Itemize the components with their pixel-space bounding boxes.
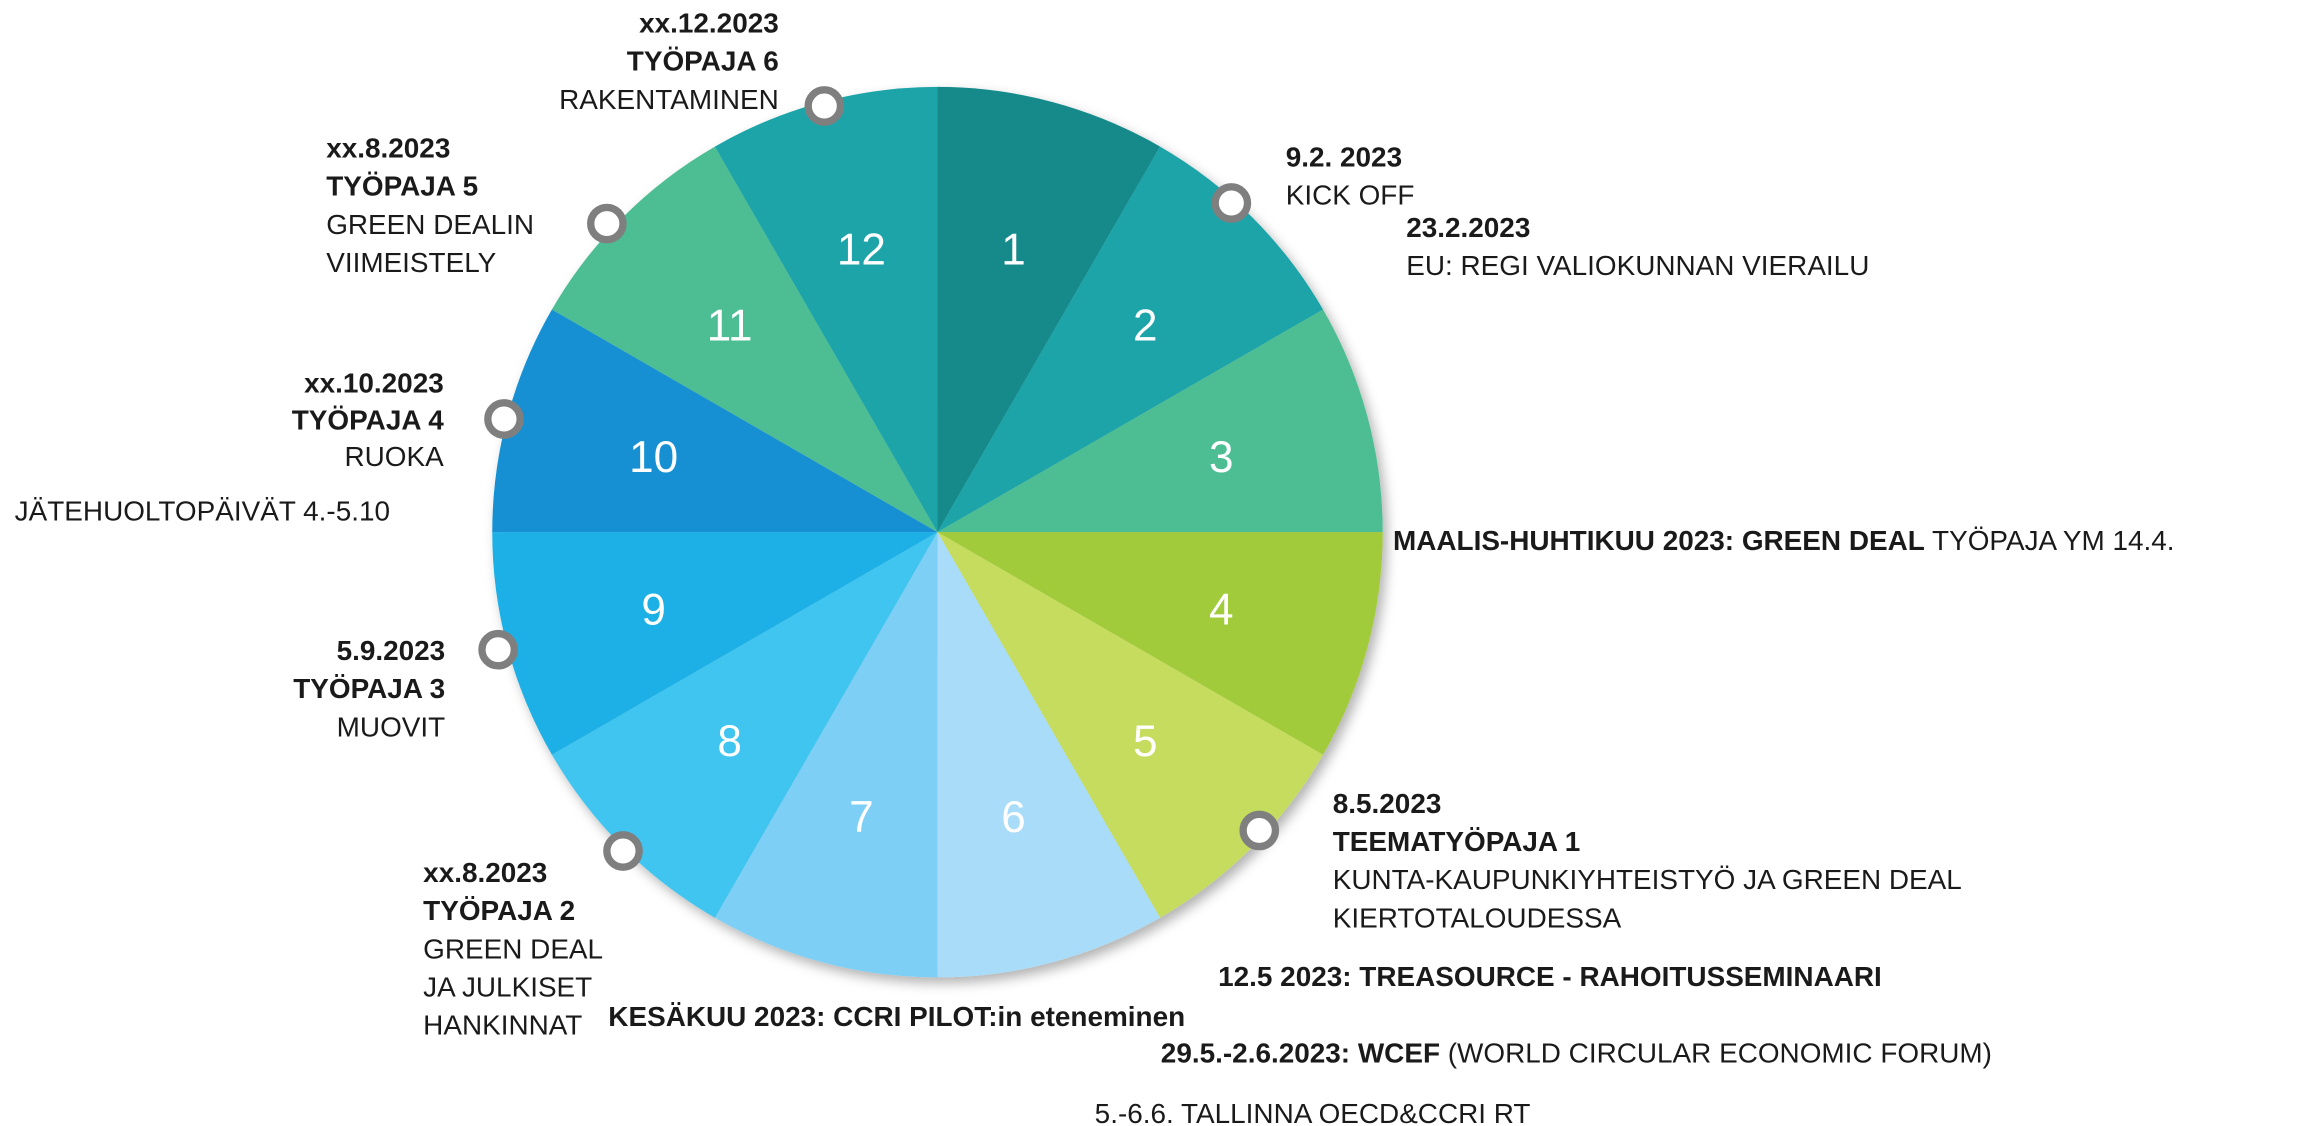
segment-number: 2 xyxy=(1133,302,1158,351)
segment-number: 3 xyxy=(1209,433,1234,482)
wheel-segment xyxy=(492,532,938,755)
annotation-line: xx.8.2023 xyxy=(423,857,547,888)
annotation-text: KUNTA-KAUPUNKIYHTEISTYÖ JA GREEN DEAL xyxy=(1333,864,1962,895)
annotation-text: xx.12.2023 xyxy=(639,8,779,39)
annotation-text: EU: REGI VALIOKUNNAN VIERAILU xyxy=(1406,250,1869,281)
annotation-text: (WORLD CIRCULAR ECONOMIC FORUM) xyxy=(1440,1038,1992,1069)
annotation-text: KESÄKUU 2023: CCRI PILOT:in eteneminen xyxy=(608,1001,1185,1032)
segment-number: 4 xyxy=(1209,585,1234,634)
annotation-line: VIIMEISTELY xyxy=(326,247,496,278)
annotation-text: TEEMATYÖPAJA 1 xyxy=(1333,826,1581,857)
annotation-line: KICK OFF xyxy=(1286,179,1415,210)
annotation-line: TYÖPAJA 6 xyxy=(627,46,779,77)
annotation-text: GREEN DEALIN xyxy=(326,209,534,240)
annotation-text: MUOVIT xyxy=(337,711,446,742)
annotation-text: 8.5.2023 xyxy=(1333,788,1442,819)
annotation-text: xx.8.2023 xyxy=(326,132,450,163)
milestone-marker xyxy=(603,831,643,871)
annotation-line: GREEN DEAL xyxy=(423,933,603,964)
wheel-segment xyxy=(551,532,938,918)
segment-number: 1 xyxy=(1001,225,1026,274)
annotation-line: 9.2. 2023 xyxy=(1286,141,1402,172)
annotation-text: GREEN DEAL xyxy=(423,933,603,964)
annotation-text: 12.5 2023: TREASOURCE - RAHOITUSSEMINAAR… xyxy=(1218,961,1882,992)
wheel-segment xyxy=(937,532,1161,978)
annotation-text: TYÖPAJA 6 xyxy=(627,46,779,77)
annotation-text: 23.2.2023 xyxy=(1406,212,1530,243)
wheel-segment xyxy=(551,146,938,533)
annotation-line: 5.9.2023 xyxy=(337,635,446,666)
segment-number: 5 xyxy=(1133,717,1158,766)
annotation-text: 5.-6.6. TALLINNA OECD&CCRI RT xyxy=(1095,1098,1531,1126)
annotation-text: 5.9.2023 xyxy=(337,635,446,666)
wheel-segment xyxy=(937,146,1324,533)
milestone-marker xyxy=(478,629,518,670)
annotation-text: RUOKA xyxy=(345,441,445,472)
annotation-line: 29.5.-2.6.2023: WCEF (WORLD CIRCULAR ECO… xyxy=(1161,1038,1992,1069)
segment-number: 7 xyxy=(849,793,874,842)
segment-number: 11 xyxy=(707,302,753,351)
milestone-marker xyxy=(1239,810,1280,851)
annotation-line: 12.5 2023: TREASOURCE - RAHOITUSSEMINAAR… xyxy=(1218,961,1882,992)
annotation-text: JA JULKISET xyxy=(423,971,592,1002)
annotation-text: TYÖPAJA 2 xyxy=(423,895,575,926)
annotation-line: EU: REGI VALIOKUNNAN VIERAILU xyxy=(1406,250,1869,281)
annotation-text: HANKINNAT xyxy=(423,1010,582,1041)
wheel-segment xyxy=(492,309,938,533)
annotation-line: KUNTA-KAUPUNKIYHTEISTYÖ JA GREEN DEAL xyxy=(1333,864,1962,895)
annotation-text: RAKENTAMINEN xyxy=(559,84,779,115)
annotation-text: KIERTOTALOUDESSA xyxy=(1333,902,1622,933)
segment-number: 10 xyxy=(629,433,678,482)
segment-number: 12 xyxy=(837,225,886,274)
annotation-line: TEEMATYÖPAJA 1 xyxy=(1333,826,1581,857)
annotation-line: TYÖPAJA 4 xyxy=(292,404,444,435)
milestone-marker xyxy=(1211,183,1252,223)
annotation-text: MAALIS-HUHTIKUU 2023: GREEN DEAL xyxy=(1393,525,1925,556)
annotation-line: xx.12.2023 xyxy=(639,8,779,39)
annotation-line: TYÖPAJA 3 xyxy=(293,673,445,704)
annotation-line: JÄTEHUOLTOPÄIVÄT 4.-5.10 xyxy=(15,495,390,526)
wheel xyxy=(492,86,1383,978)
wheel-segment xyxy=(937,309,1383,533)
wheel-segment xyxy=(714,86,938,533)
segment-number: 6 xyxy=(1001,793,1026,842)
wheel-segment xyxy=(937,86,1161,533)
annotation-text: KICK OFF xyxy=(1286,179,1415,210)
annotation-line: xx.8.2023 xyxy=(326,132,450,163)
annotation-text: TYÖPAJA 5 xyxy=(326,171,478,202)
annotation-text: TYÖPAJA 4 xyxy=(292,404,444,435)
annotation-text: 9.2. 2023 xyxy=(1286,141,1402,172)
segment-number: 8 xyxy=(717,717,742,766)
annotation-text: xx.8.2023 xyxy=(423,857,547,888)
annotation-line: MAALIS-HUHTIKUU 2023: GREEN DEAL TYÖPAJA… xyxy=(1393,525,2175,556)
annotation-line: TYÖPAJA 5 xyxy=(326,171,478,202)
annotation-text: xx.10.2023 xyxy=(304,368,444,399)
milestone-marker xyxy=(804,86,845,126)
annotation-line: RUOKA xyxy=(345,441,445,472)
milestone-marker xyxy=(484,399,524,439)
annotation-line: MUOVIT xyxy=(337,711,446,742)
annotation-line: RAKENTAMINEN xyxy=(559,84,779,115)
milestone-marker xyxy=(587,203,627,244)
annotation-line: JA JULKISET xyxy=(423,971,592,1002)
annotation-text: TYÖPAJA 3 xyxy=(293,673,445,704)
annotation-line: KESÄKUU 2023: CCRI PILOT:in eteneminen xyxy=(608,1001,1185,1032)
annotation-text: JÄTEHUOLTOPÄIVÄT 4.-5.10 xyxy=(15,495,390,526)
annotation-line: TYÖPAJA 2 xyxy=(423,895,575,926)
annotation-line: GREEN DEALIN xyxy=(326,209,534,240)
annotation-line: HANKINNAT xyxy=(423,1010,582,1041)
annotation-text: TYÖPAJA YM 14.4. xyxy=(1925,525,2175,556)
annotation-line: 8.5.2023 xyxy=(1333,788,1442,819)
segment-number: 9 xyxy=(641,585,666,634)
annotation-line: 5.-6.6. TALLINNA OECD&CCRI RT xyxy=(1095,1098,1531,1126)
annotation-line: 23.2.2023 xyxy=(1406,212,1530,243)
wheel-segment xyxy=(937,532,1324,918)
wheel-segment xyxy=(714,532,938,978)
annotation-text: 29.5.-2.6.2023: WCEF xyxy=(1161,1038,1440,1069)
annotation-text: VIIMEISTELY xyxy=(326,247,496,278)
wheel-segment xyxy=(937,532,1383,755)
annotation-line: KIERTOTALOUDESSA xyxy=(1333,902,1622,933)
annotation-line: xx.10.2023 xyxy=(304,368,444,399)
